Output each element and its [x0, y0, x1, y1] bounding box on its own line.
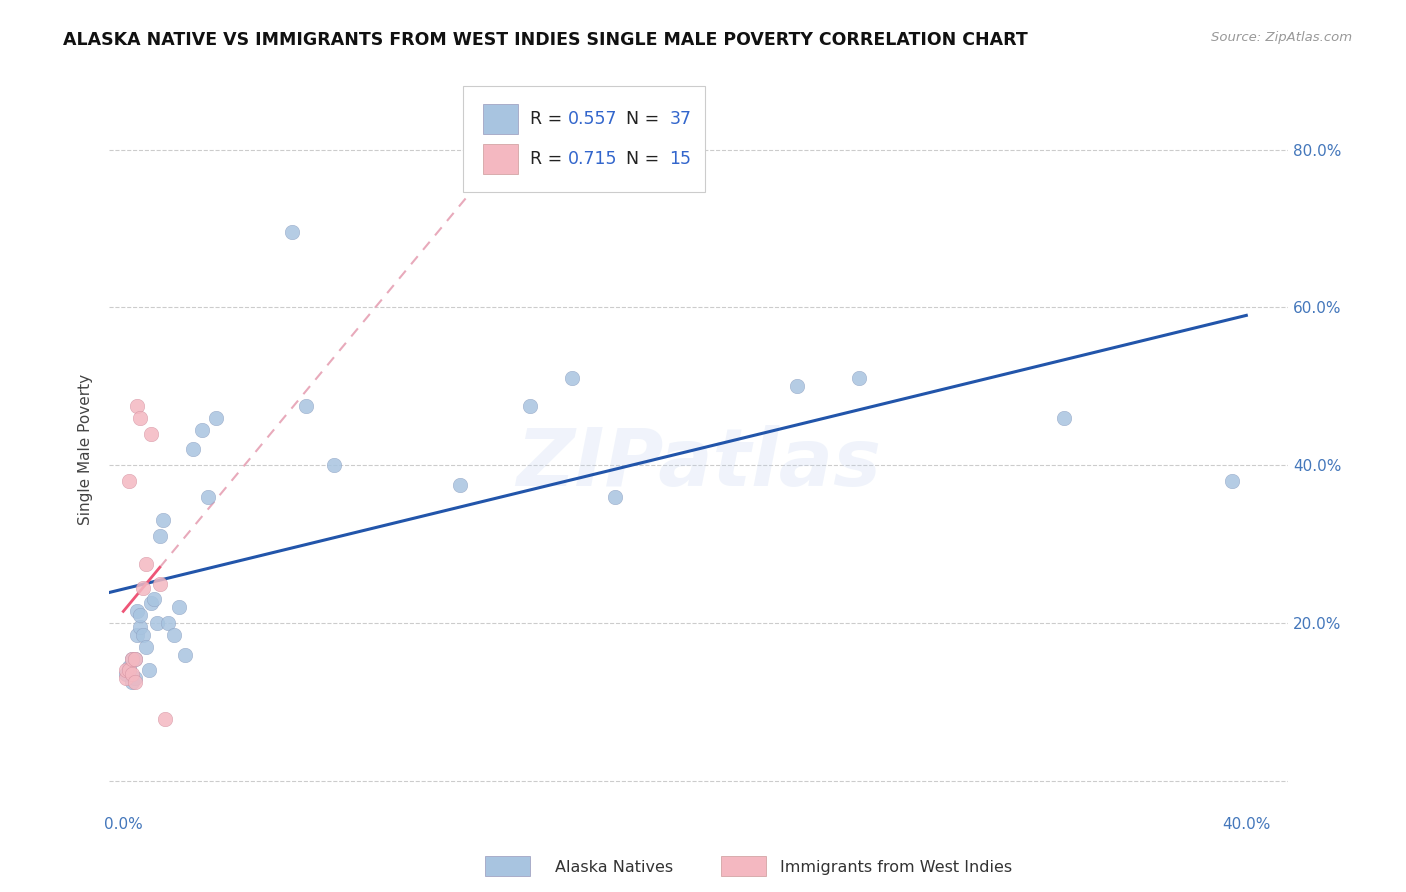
Point: [124, 651, 146, 665]
Point: [163, 628, 186, 642]
Point: [155, 713, 177, 727]
Point: [124, 675, 146, 690]
Point: [519, 399, 541, 413]
Point: [121, 675, 143, 690]
Text: Immigrants from West Indies: Immigrants from West Indies: [780, 860, 1012, 874]
Point: [149, 576, 172, 591]
Point: [848, 371, 870, 385]
Point: [294, 399, 316, 413]
Point: [127, 628, 149, 642]
Text: N =: N =: [614, 110, 665, 128]
Text: R =: R =: [530, 150, 568, 168]
Point: [135, 557, 157, 571]
Point: [121, 651, 143, 665]
Text: 0.715: 0.715: [568, 150, 617, 168]
Point: [191, 423, 214, 437]
Point: [149, 529, 172, 543]
Text: Source: ZipAtlas.com: Source: ZipAtlas.com: [1212, 31, 1353, 45]
Point: [157, 616, 180, 631]
Text: 37: 37: [669, 110, 692, 128]
Point: [124, 671, 146, 685]
Point: [132, 581, 155, 595]
Point: [322, 458, 344, 473]
Point: [118, 659, 141, 673]
Point: [197, 490, 219, 504]
Point: [118, 474, 141, 488]
Point: [174, 648, 197, 662]
Text: ZIPatlas: ZIPatlas: [516, 425, 882, 503]
Point: [141, 426, 163, 441]
Point: [280, 226, 302, 240]
Text: 15: 15: [669, 150, 692, 168]
FancyBboxPatch shape: [463, 87, 704, 192]
Point: [129, 608, 152, 623]
Y-axis label: Single Male Poverty: Single Male Poverty: [79, 374, 93, 525]
Point: [127, 399, 149, 413]
Point: [603, 490, 626, 504]
Point: [135, 640, 157, 654]
Point: [449, 478, 471, 492]
Point: [786, 379, 808, 393]
Point: [1053, 410, 1076, 425]
Point: [121, 667, 143, 681]
Point: [115, 664, 138, 678]
Point: [169, 600, 191, 615]
Text: R =: R =: [530, 110, 568, 128]
Point: [115, 671, 138, 685]
Point: [118, 664, 141, 678]
Point: [121, 651, 143, 665]
Point: [124, 651, 146, 665]
Point: [1220, 474, 1243, 488]
Text: Alaska Natives: Alaska Natives: [555, 860, 673, 874]
Point: [129, 410, 152, 425]
Point: [183, 442, 205, 457]
Point: [561, 371, 583, 385]
Text: 0.557: 0.557: [568, 110, 617, 128]
Point: [143, 592, 166, 607]
FancyBboxPatch shape: [484, 144, 519, 174]
Text: N =: N =: [614, 150, 665, 168]
Point: [205, 410, 228, 425]
Point: [127, 604, 149, 618]
Point: [152, 514, 174, 528]
Point: [129, 620, 152, 634]
Point: [141, 596, 163, 610]
Point: [146, 616, 169, 631]
Point: [132, 628, 155, 642]
Text: ALASKA NATIVE VS IMMIGRANTS FROM WEST INDIES SINGLE MALE POVERTY CORRELATION CHA: ALASKA NATIVE VS IMMIGRANTS FROM WEST IN…: [63, 31, 1028, 49]
Point: [115, 667, 138, 681]
FancyBboxPatch shape: [484, 103, 519, 135]
Point: [138, 664, 160, 678]
